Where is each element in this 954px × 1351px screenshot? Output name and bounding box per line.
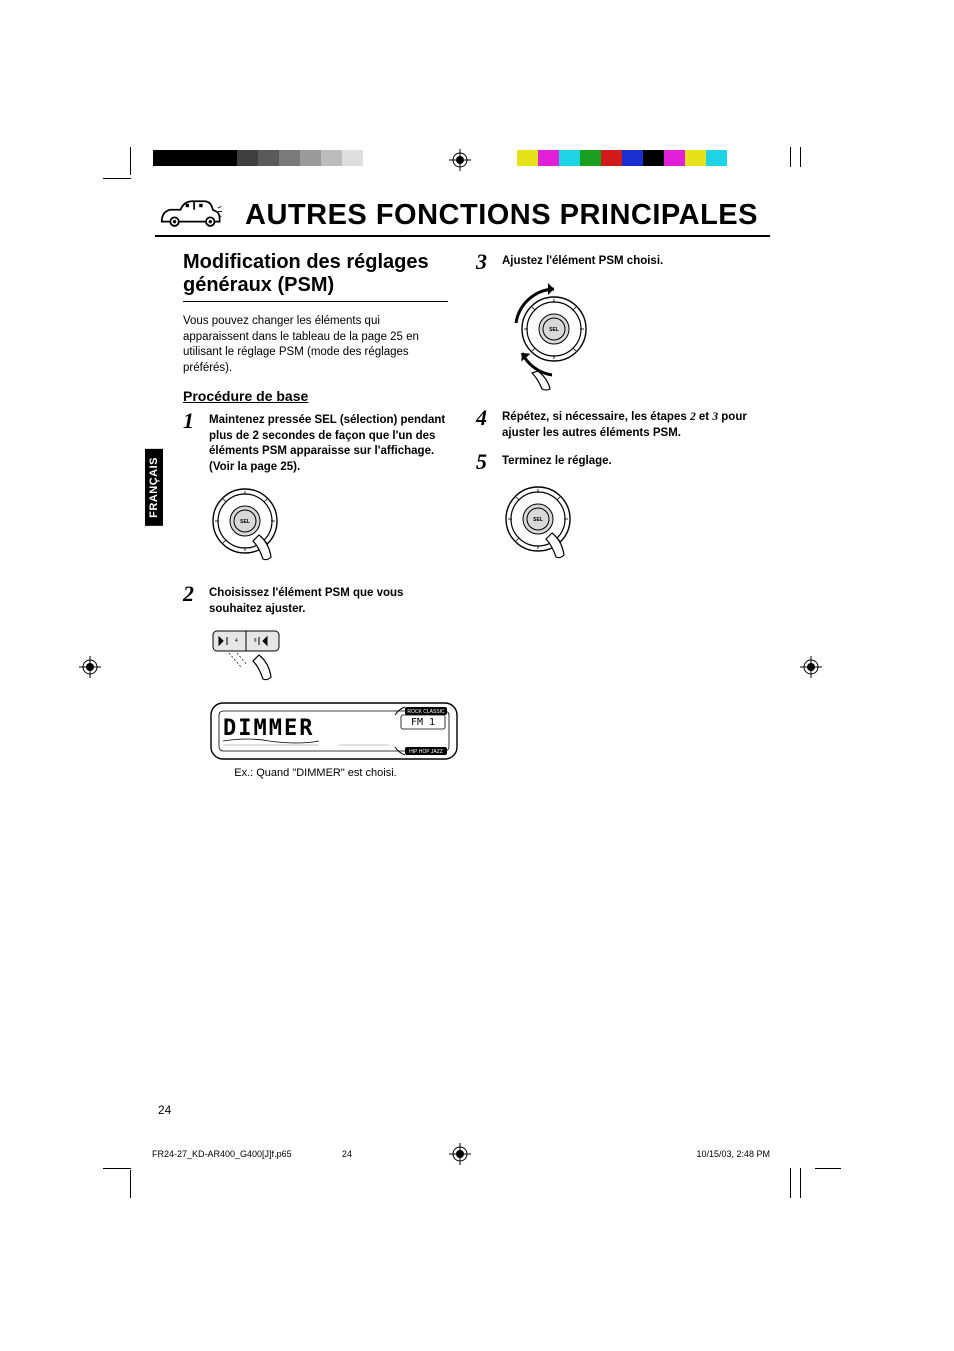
step-text: Ajustez l'élément PSM choisi. (502, 251, 663, 273)
svg-text:4: 4 (235, 638, 238, 644)
crop-mark (790, 147, 791, 167)
footer-filename: FR24-27_KD-AR400_G400[J]f.p65 (152, 1149, 292, 1159)
svg-text:ROCK CLASSIC: ROCK CLASSIC (407, 709, 445, 715)
registration-mark-icon (800, 656, 822, 678)
page-content: AUTRES FONCTIONS PRINCIPALES Modificatio… (155, 196, 770, 793)
crop-mark (130, 147, 131, 175)
colorbar-color (517, 150, 748, 166)
car-icon (155, 196, 223, 232)
print-footer: FR24-27_KD-AR400_G400[J]f.p65 24 10/15/0… (152, 1148, 770, 1159)
footer-timestamp: 10/15/03, 2:48 PM (696, 1149, 770, 1159)
intro-text: Vous pouvez changer les éléments qui app… (183, 314, 448, 376)
crop-mark (130, 1170, 131, 1198)
step-text: Terminez le réglage. (502, 451, 612, 473)
display-text: DIMMER (223, 716, 314, 741)
page-title: AUTRES FONCTIONS PRINCIPALES (233, 199, 770, 232)
sel-dial-icon: SEL (502, 483, 592, 567)
step-number: 1 (183, 410, 199, 475)
svg-text:SEL: SEL (240, 519, 250, 525)
colorbar-grayscale (153, 150, 384, 166)
crop-mark (790, 1168, 791, 1198)
right-column: 3 Ajustez l'élément PSM choisi. SEL (476, 251, 769, 793)
registration-mark-icon (449, 149, 471, 171)
step-2: 2 Choisissez l'élément PSM que vous souh… (183, 583, 448, 617)
crop-mark (103, 178, 131, 179)
sel-dial-icon: SEL (209, 485, 299, 569)
lcd-display-icon: DIMMER FM 1 ROCK CLASSIC HIP HOP JAZZ (209, 701, 459, 761)
footer-page: 24 (342, 1149, 352, 1159)
svg-text:¢: ¢ (254, 638, 257, 644)
display-caption: Ex.: Quand "DIMMER" est choisi. (183, 767, 448, 779)
step-text: Répétez, si nécessaire, les étapes 2 et … (502, 407, 769, 441)
step-3: 3 Ajustez l'élément PSM choisi. (476, 251, 769, 273)
step-5: 5 Terminez le réglage. (476, 451, 769, 473)
step-number: 4 (476, 407, 492, 441)
step-text: Maintenez pressée SEL (sélection) pendan… (209, 410, 448, 475)
prev-next-buttons-icon: 4 ¢ (209, 627, 309, 687)
svg-text:SEL: SEL (549, 327, 559, 333)
svg-text:SEL: SEL (533, 517, 543, 523)
columns: Modification des réglages généraux (PSM)… (155, 251, 770, 793)
svg-text:FM 1: FM 1 (411, 717, 435, 728)
section-heading: Modification des réglages généraux (PSM) (183, 251, 448, 302)
sel-dial-rotate-icon: SEL (502, 283, 612, 393)
title-row: AUTRES FONCTIONS PRINCIPALES (155, 196, 770, 237)
page-number: 24 (158, 1103, 171, 1117)
crop-mark (103, 1168, 131, 1169)
crop-mark (800, 147, 801, 167)
step-number: 2 (183, 583, 199, 617)
step-4: 4 Répétez, si nécessaire, les étapes 2 e… (476, 407, 769, 441)
step-text: Choisissez l'élément PSM que vous souhai… (209, 583, 448, 617)
step-1: 1 Maintenez pressée SEL (sélection) pend… (183, 410, 448, 475)
registration-mark-icon (79, 656, 101, 678)
step-number: 3 (476, 251, 492, 273)
procedure-heading: Procédure de base (183, 388, 448, 404)
crop-mark (800, 1168, 801, 1198)
crop-mark (815, 1168, 841, 1169)
step-number: 5 (476, 451, 492, 473)
left-column: Modification des réglages généraux (PSM)… (155, 251, 448, 793)
svg-text:HIP HOP JAZZ: HIP HOP JAZZ (409, 749, 443, 755)
